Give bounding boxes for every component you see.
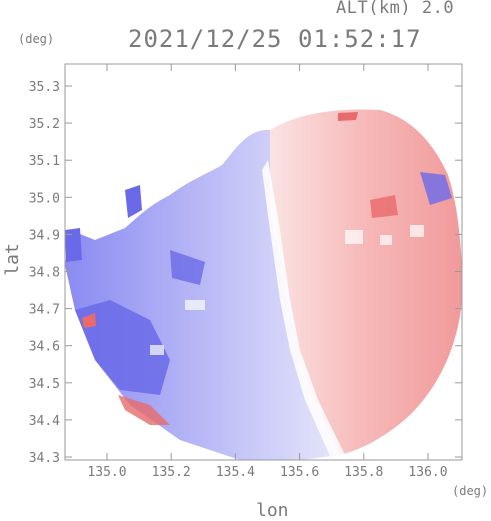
y-tick-label: 35.0 (29, 191, 60, 206)
x-axis-ticks: 135.0 135.2 135.4 135.6 135.8 136.0 (87, 64, 448, 480)
x-tick-label: 135.2 (152, 465, 191, 480)
y-axis-ticks: 35.3 35.2 35.1 35.0 34.9 34.8 34.7 34.6 34.5 34.4… (29, 80, 462, 466)
receding-region (270, 109, 462, 455)
y-tick-label: 35.2 (29, 117, 60, 132)
x-tick-label: 135.4 (216, 465, 255, 480)
y-tick-label: 35.1 (29, 154, 60, 169)
radar-field (65, 109, 462, 460)
y-tick-label: 34.3 (29, 451, 60, 466)
zero-velocity-band (262, 160, 345, 456)
y-tick-label: 35.3 (29, 80, 60, 95)
x-axis-label: lon (256, 500, 289, 521)
clutter-red (82, 112, 398, 425)
x-tick-label: 135.8 (344, 465, 383, 480)
y-tick-label: 34.4 (29, 414, 60, 429)
altitude-label: ALT(km) 2.0 (336, 0, 455, 18)
plot-frame (64, 63, 463, 461)
speckle (150, 225, 424, 355)
clutter-blue (65, 172, 452, 395)
y-axis-unit: (deg) (18, 32, 55, 46)
x-tick-label: 135.6 (280, 465, 319, 480)
y-tick-label: 34.9 (29, 228, 60, 243)
x-axis-unit: (deg) (452, 484, 489, 498)
x-tick-label: 135.0 (87, 465, 126, 480)
y-tick-label: 34.8 (29, 266, 60, 281)
y-tick-label: 34.6 (29, 340, 60, 355)
x-tick-label: 136.0 (408, 465, 447, 480)
y-tick-label: 34.5 (29, 377, 60, 392)
y-tick-label: 34.7 (29, 303, 60, 318)
timestamp-title: 2021/12/25 01:52:17 (128, 25, 422, 53)
